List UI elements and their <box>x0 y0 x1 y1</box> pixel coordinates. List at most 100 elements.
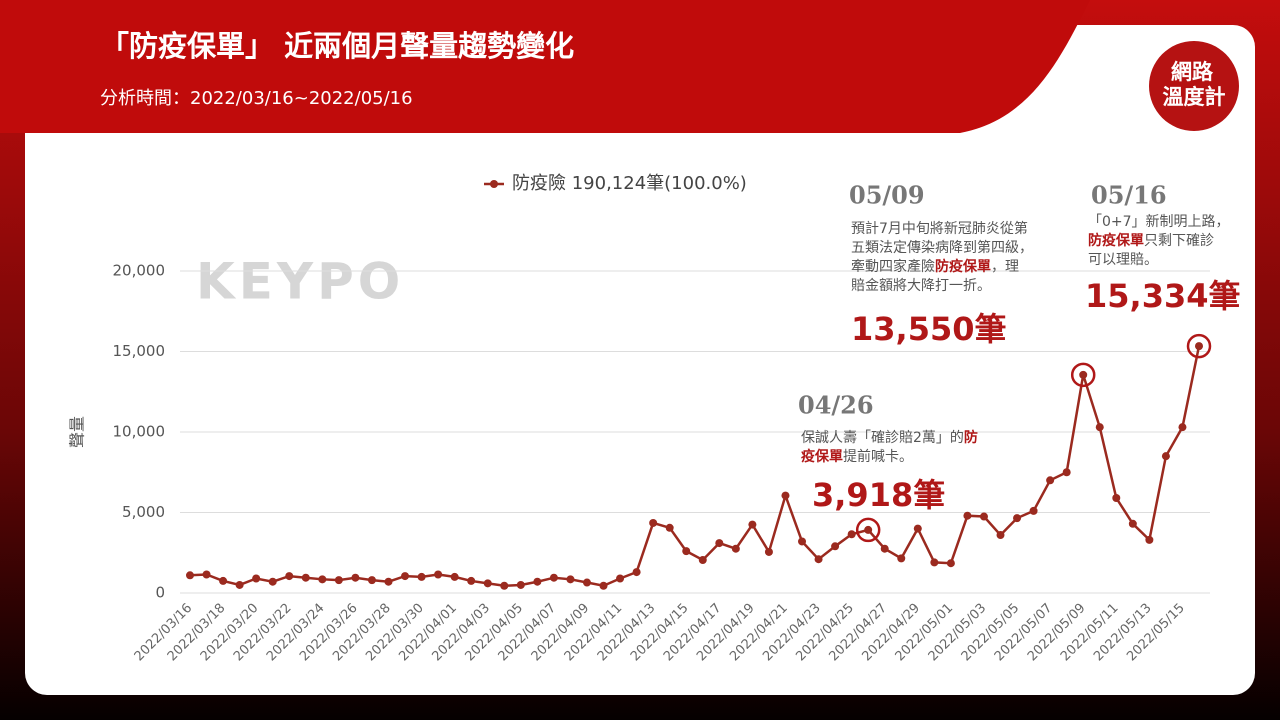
point <box>483 579 492 588</box>
annotation-segment: 可以理賠。 <box>1088 252 1158 268</box>
point <box>814 555 823 564</box>
annotation-text: 牽動四家產險防疫保單，理 <box>851 258 1019 275</box>
point <box>516 580 525 589</box>
point <box>715 539 724 548</box>
point <box>219 576 228 585</box>
point <box>764 547 773 556</box>
point <box>616 574 625 583</box>
annotation-text: 「0+7」新制明上路， <box>1088 214 1230 230</box>
point <box>897 554 906 563</box>
annotation-date: 05/16 <box>1091 181 1167 210</box>
logo-badge <box>1149 41 1239 131</box>
annotation-date: 04/26 <box>798 391 874 420</box>
point <box>1079 370 1088 379</box>
point <box>1195 342 1203 351</box>
point <box>864 525 873 534</box>
highlight-ring <box>1070 362 1096 388</box>
point <box>252 574 261 583</box>
point <box>301 573 310 582</box>
point <box>566 575 575 584</box>
point <box>500 581 509 590</box>
y-tick-label: 15,000 <box>113 342 166 360</box>
point <box>450 572 459 581</box>
y-tick-label: 10,000 <box>113 423 166 441</box>
header-band <box>0 0 1090 133</box>
annotation-segment: 防 <box>964 429 978 446</box>
annotation-text: 防疫保單只剩下確診 <box>1088 232 1214 249</box>
annotation-segment: 賠金額將大降打一折。 <box>851 277 991 294</box>
y-tick-label: 5,000 <box>122 503 165 521</box>
point <box>351 573 360 582</box>
point <box>1046 476 1055 485</box>
value-label: 13,550筆 <box>851 310 1007 348</box>
point <box>318 575 327 584</box>
highlight-ring <box>855 517 881 543</box>
point <box>1128 519 1137 528</box>
point <box>285 572 294 581</box>
point <box>781 491 790 500</box>
annotation-segment: ，理 <box>991 259 1019 275</box>
watermark: KEYPO <box>196 253 404 311</box>
point <box>467 576 476 585</box>
point <box>367 576 376 585</box>
annotation-text: 預計7月中旬將新冠肺炎從第 <box>851 220 1028 237</box>
point <box>649 518 658 527</box>
point <box>1161 452 1170 461</box>
title: 「防疫保單」 近兩個月聲量趨勢變化 <box>100 29 574 63</box>
point <box>533 577 542 586</box>
point <box>748 520 757 529</box>
legend-swatch <box>490 180 498 188</box>
point <box>384 577 393 586</box>
point <box>186 571 194 580</box>
point <box>1013 514 1022 523</box>
annotation-date: 05/09 <box>849 181 925 210</box>
point <box>632 568 641 577</box>
point <box>979 512 988 521</box>
point <box>930 558 939 567</box>
y-axis-label: 聲量 <box>68 416 87 448</box>
point <box>798 537 807 546</box>
annotation-text: 賠金額將大降打一折。 <box>851 277 991 294</box>
point <box>549 573 558 582</box>
point <box>665 523 674 532</box>
highlight-ring <box>1186 333 1212 359</box>
annotation-text: 五類法定傳染病降到第四級， <box>851 239 1033 256</box>
annotation-segment: 「0+7」新制明上路， <box>1088 214 1230 230</box>
annotation-segment: 疫保單 <box>801 448 843 465</box>
point <box>268 577 277 586</box>
annotation-segment: 只剩下確診 <box>1144 233 1214 249</box>
logo-text: 網路 <box>1171 60 1214 84</box>
point <box>831 542 840 551</box>
point <box>880 544 889 553</box>
annotation-text: 可以理賠。 <box>1088 252 1158 268</box>
annotation-segment: 防疫保單 <box>1088 232 1144 249</box>
point <box>1095 423 1104 432</box>
card <box>25 25 1255 695</box>
point <box>599 581 608 590</box>
point <box>1145 535 1154 544</box>
annotation-text: 保誠人壽「確診賠2萬」的防 <box>801 429 978 446</box>
logo-text: 溫度計 <box>1163 85 1226 109</box>
point <box>334 576 343 585</box>
point <box>1112 494 1121 503</box>
annotation-segment: 保誠人壽「確診賠2萬」的 <box>801 430 964 446</box>
annotation-text: 疫保單提前喊卡。 <box>801 448 913 465</box>
point <box>996 531 1005 540</box>
point <box>417 572 426 581</box>
point <box>1062 468 1071 477</box>
annotation-segment: 提前喊卡。 <box>843 448 913 465</box>
value-label: 3,918筆 <box>812 476 945 514</box>
y-tick-label: 0 <box>155 584 165 602</box>
annotation-segment: 五類法定傳染病降到第四級， <box>851 239 1033 256</box>
point <box>682 547 691 556</box>
value-label: 15,334筆 <box>1085 277 1241 315</box>
point <box>698 555 707 564</box>
point <box>235 580 244 589</box>
point <box>401 572 410 581</box>
subtitle: 分析時間：2022/03/16~2022/05/16 <box>100 88 413 109</box>
point <box>913 524 922 533</box>
point <box>434 570 443 579</box>
point <box>202 570 211 579</box>
annotation-segment: 預計7月中旬將新冠肺炎從第 <box>851 220 1028 237</box>
